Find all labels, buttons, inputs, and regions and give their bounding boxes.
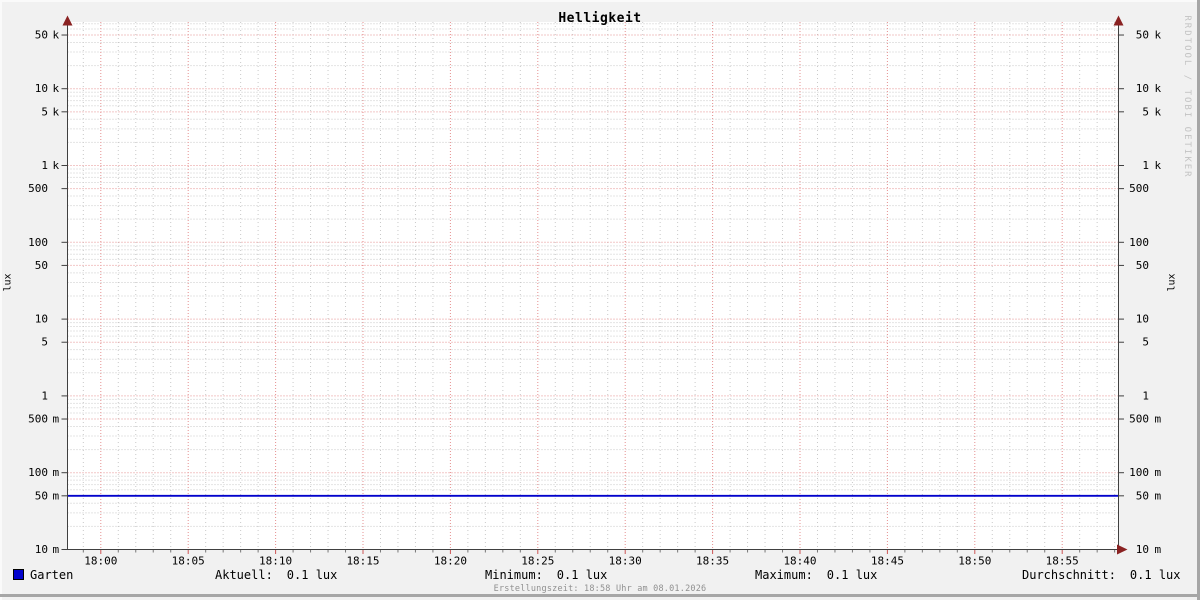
stat-minimum: Minimum: 0.1 lux <box>485 568 607 582</box>
y-tick-label-right: 50 <box>1136 29 1149 42</box>
y-tick-unit-right: m <box>1155 543 1162 556</box>
y-tick-label-left: 100 <box>28 236 48 249</box>
x-tick-label: 18:05 <box>172 555 205 568</box>
x-tick-label: 18:00 <box>84 555 117 568</box>
x-tick-label: 18:35 <box>696 555 729 568</box>
y-tick-unit-right: m <box>1155 489 1162 502</box>
y-tick-label-left: 5 <box>41 105 48 118</box>
y-tick-label-right: 10 <box>1136 313 1149 326</box>
y-axis-label-right: lux <box>1166 273 1178 292</box>
y-tick-label-left: 5 <box>41 336 48 349</box>
y-tick-label-right: 500 <box>1129 413 1149 426</box>
y-tick-label-right: 10 <box>1136 82 1149 95</box>
y-tick-label-right: 1 <box>1142 159 1149 172</box>
stat-value: 0.1 lux <box>286 568 338 582</box>
stat-value: 0.1 lux <box>1129 568 1181 582</box>
y-tick-label-right: 100 <box>1129 236 1149 249</box>
y-tick-label-right: 50 <box>1136 259 1149 272</box>
legend-series-label: Garten <box>30 568 74 582</box>
y-tick-label-left: 10 <box>35 82 48 95</box>
y-tick-label-left: 1 <box>41 389 48 402</box>
border-bevel-right <box>1197 0 1200 600</box>
x-tick-label: 18:15 <box>346 555 379 568</box>
y-tick-unit-right: k <box>1155 159 1162 172</box>
y-tick-unit-left: k <box>53 105 60 118</box>
stat-label: Maximum: <box>755 568 813 582</box>
stat-label: Minimum: <box>485 568 543 582</box>
stat-aktuell: Aktuell: 0.1 lux <box>215 568 337 582</box>
stat-label: Aktuell: <box>215 568 273 582</box>
x-tick-label: 18:20 <box>434 555 467 568</box>
y-tick-label-right: 500 <box>1129 182 1149 195</box>
y-tick-label-right: 5 <box>1142 105 1149 118</box>
border-bevel-bottom <box>0 594 1200 597</box>
y-tick-label-left: 1 <box>41 159 48 172</box>
y-tick-unit-right: m <box>1155 413 1162 426</box>
y-tick-label-left: 100 <box>28 466 48 479</box>
y-tick-unit-right: k <box>1155 82 1162 95</box>
rrdtool-watermark: RRDTOOL / TOBI OETIKER <box>1182 15 1192 179</box>
arrow-up-right <box>1113 15 1124 26</box>
border-bevel-left <box>0 0 2 600</box>
y-axis-label-left: lux <box>2 273 14 292</box>
x-tick-label: 18:45 <box>871 555 904 568</box>
border-bevel-top <box>0 0 1200 2</box>
legend-color-swatch <box>13 569 24 580</box>
y-tick-label-right: 1 <box>1142 389 1149 402</box>
y-tick-unit-left: m <box>53 413 60 426</box>
y-tick-label-left: 50 <box>35 29 48 42</box>
y-tick-unit-left: m <box>53 466 60 479</box>
x-tick-label: 18:50 <box>958 555 991 568</box>
y-tick-label-left: 50 <box>35 259 48 272</box>
y-tick-label-right: 5 <box>1142 336 1149 349</box>
y-tick-label-left: 500 <box>28 413 48 426</box>
y-tick-unit-right: k <box>1155 105 1162 118</box>
y-tick-unit-left: k <box>53 159 60 172</box>
y-tick-unit-left: m <box>53 489 60 502</box>
y-tick-unit-right: k <box>1155 29 1162 42</box>
stat-durchschnitt: Durchschnitt: 0.1 lux <box>1022 568 1181 582</box>
y-tick-unit-left: m <box>53 543 60 556</box>
x-tick-label: 18:40 <box>783 555 816 568</box>
x-tick-label: 18:25 <box>521 555 554 568</box>
stat-value: 0.1 lux <box>556 568 608 582</box>
creation-time-text: Erstellungszeit: 18:58 Uhr am 08.01.2026 <box>493 584 707 594</box>
y-tick-unit-right: m <box>1155 466 1162 479</box>
y-tick-label-right: 10 <box>1136 543 1149 556</box>
x-tick-label: 18:10 <box>259 555 292 568</box>
stat-label: Durchschnitt: <box>1022 568 1116 582</box>
x-tick-label: 18:30 <box>609 555 642 568</box>
y-tick-label-right: 100 <box>1129 466 1149 479</box>
y-tick-unit-left: k <box>53 29 60 42</box>
y-tick-label-left: 500 <box>28 182 48 195</box>
chart-title: Helligkeit <box>558 11 642 26</box>
plot-area <box>67 22 1119 550</box>
y-tick-label-left: 10 <box>35 313 48 326</box>
y-tick-label-left: 50 <box>35 489 48 502</box>
x-tick-label: 18:55 <box>1046 555 1079 568</box>
y-tick-label-right: 50 <box>1136 489 1149 502</box>
y-tick-unit-left: k <box>53 82 60 95</box>
stat-value: 0.1 lux <box>826 568 878 582</box>
arrow-up-left <box>62 15 73 26</box>
y-tick-label-left: 10 <box>35 543 48 556</box>
arrow-right <box>1117 544 1128 555</box>
stat-maximum: Maximum: 0.1 lux <box>755 568 877 582</box>
